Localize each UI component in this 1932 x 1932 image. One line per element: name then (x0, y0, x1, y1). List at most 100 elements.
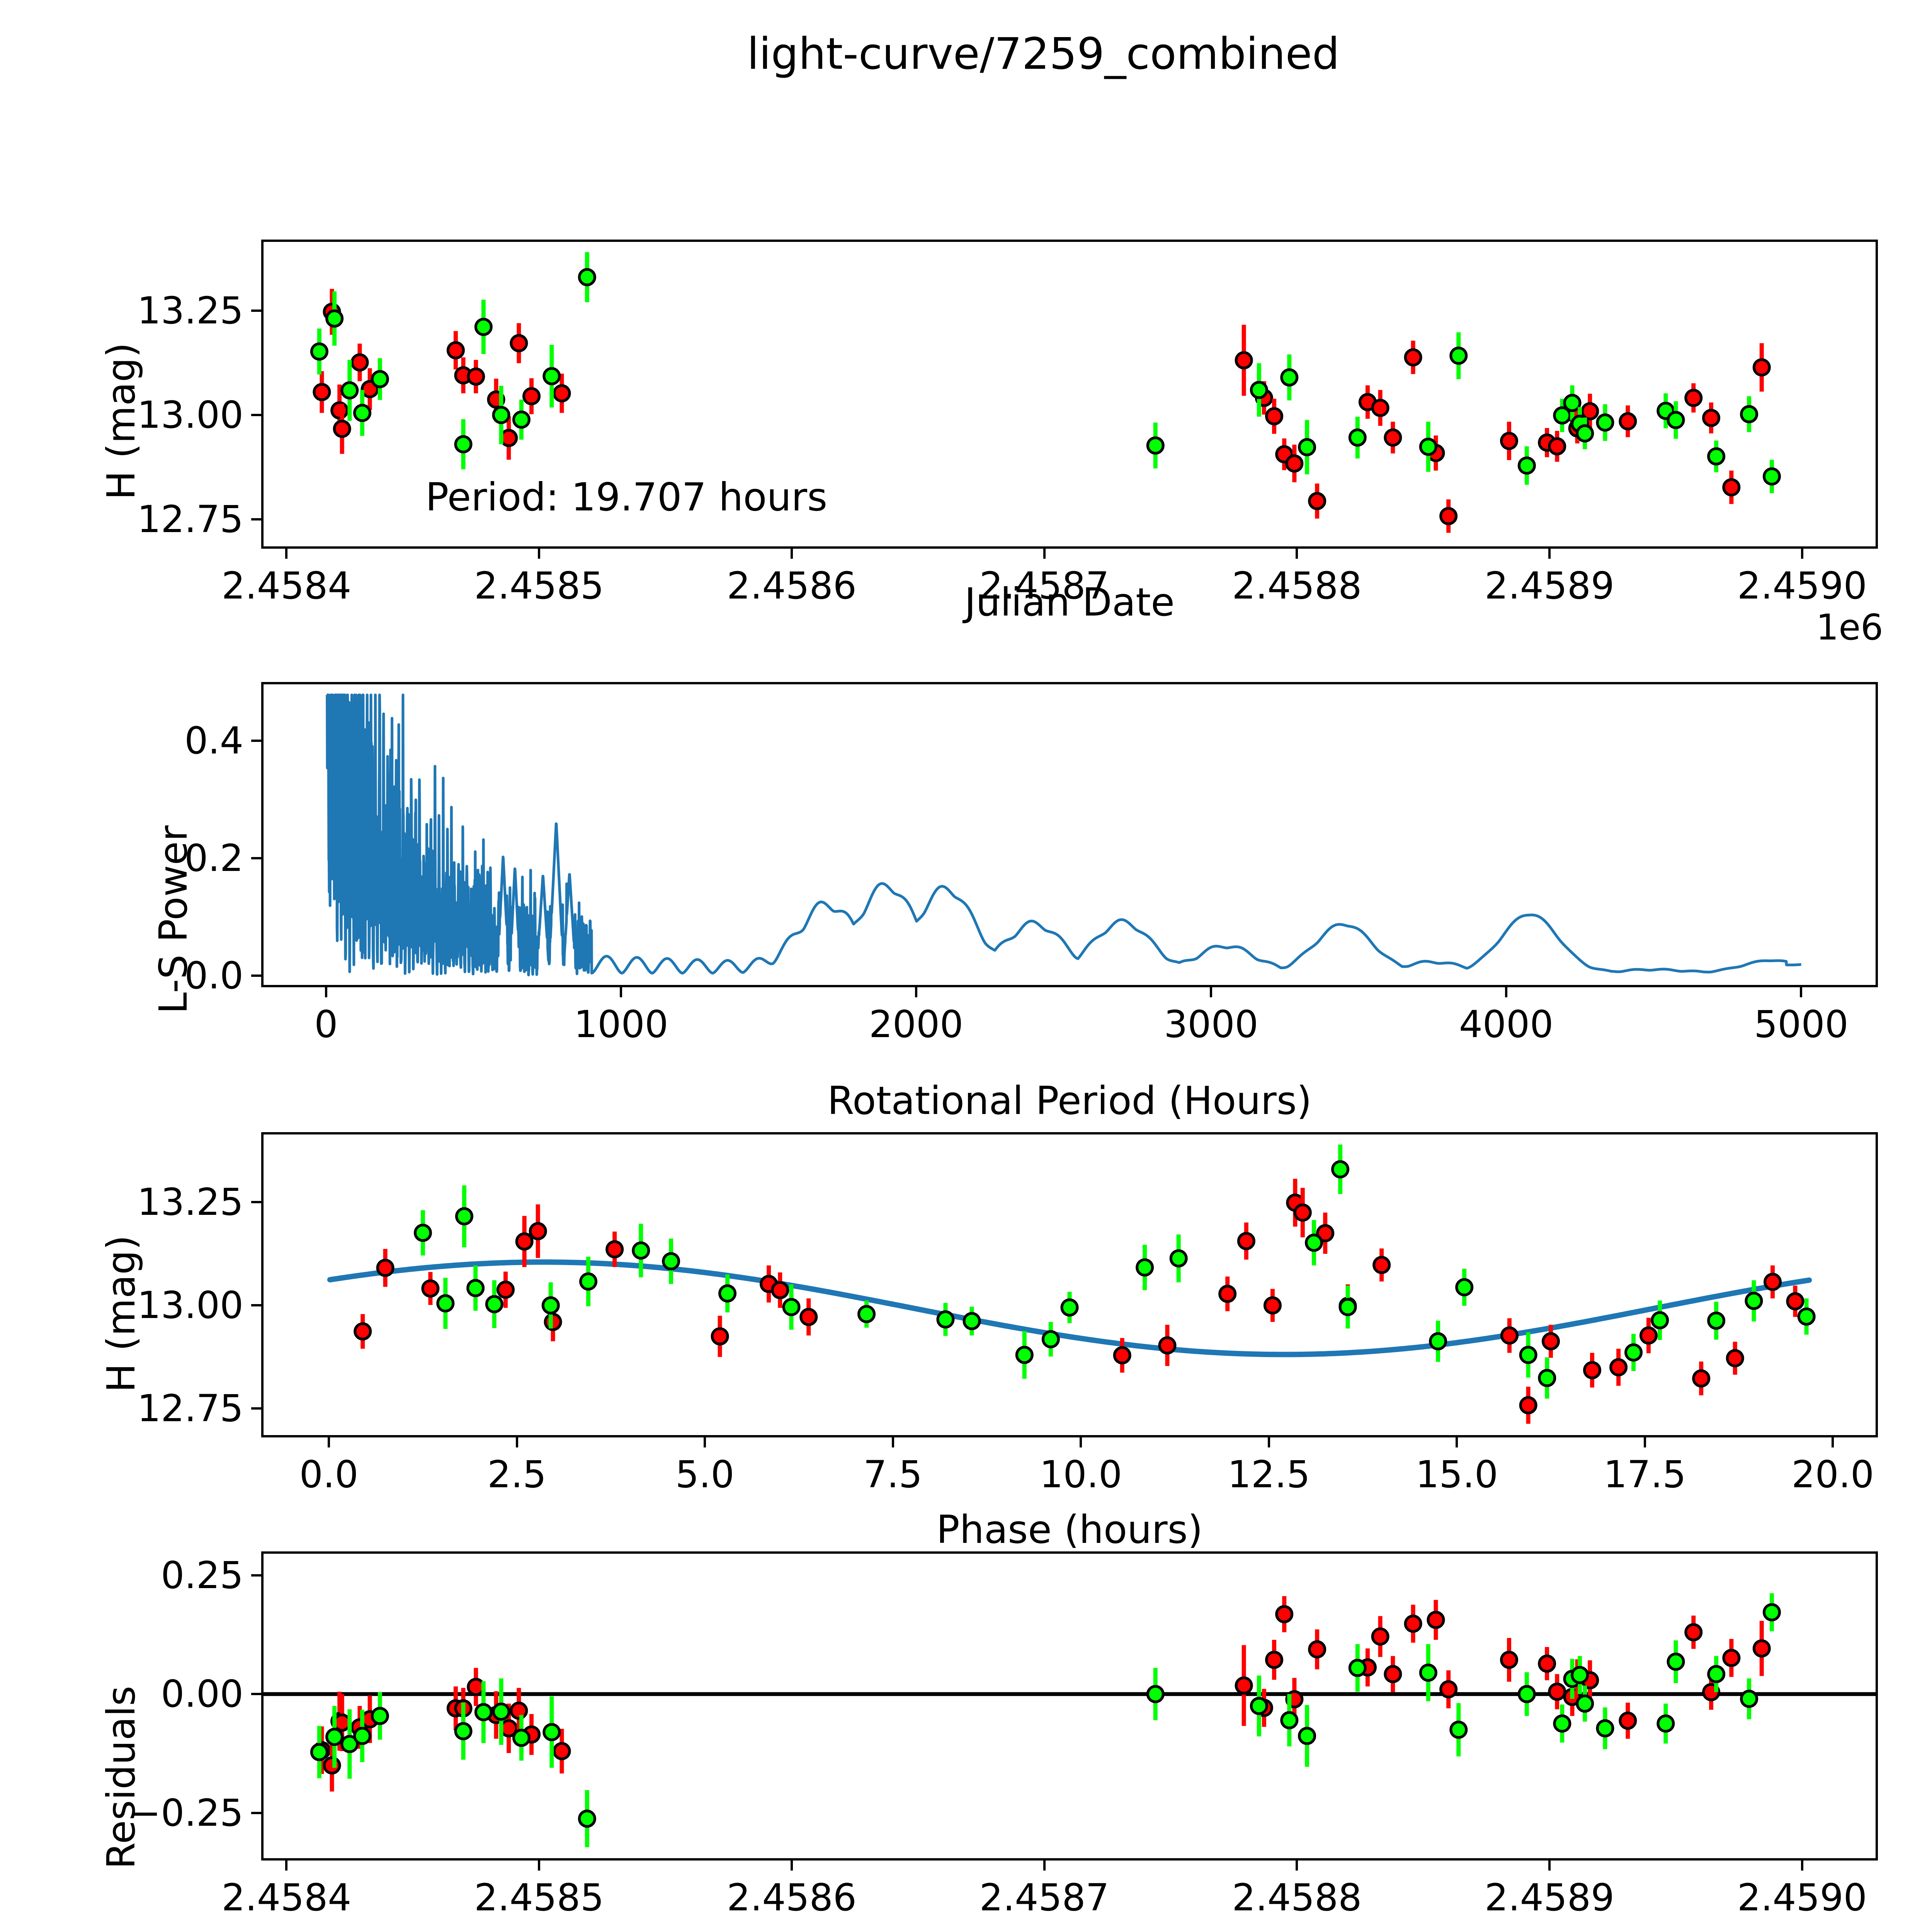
data-point (1235, 1676, 1253, 1695)
data-point (1293, 1203, 1312, 1222)
data-point (1439, 507, 1458, 526)
data-point (1581, 402, 1599, 420)
x-tick-label: 4000 (1459, 1003, 1554, 1046)
data-point (1419, 437, 1437, 456)
y-tick-label: 0.4 (184, 719, 243, 762)
data-point (1667, 1653, 1685, 1671)
data-point (1596, 413, 1614, 432)
x-tick-label: 2.4590 (1737, 564, 1867, 607)
panel-light-curve (261, 240, 1878, 549)
x-tick-label: 1000 (574, 1003, 668, 1046)
figure-title: light-curve/7259_combined (747, 29, 1340, 79)
y-axis-label: H (mag) (99, 1235, 144, 1393)
data-point (543, 1723, 561, 1742)
x-axis-offset-label: 1e6 (1816, 607, 1883, 648)
series-green (310, 1593, 1781, 1847)
data-point (1619, 412, 1637, 430)
data-point (1348, 428, 1367, 447)
data-point (467, 1678, 485, 1696)
data-point (522, 387, 541, 405)
x-tick-mark (1800, 987, 1803, 997)
data-point (578, 1810, 596, 1828)
x-tick-label: 2.4586 (726, 1876, 857, 1919)
data-point (1427, 1611, 1445, 1629)
x-tick-label: 10.0 (1039, 1453, 1122, 1496)
data-point (963, 1312, 981, 1330)
x-tick-label: 2.4589 (1485, 564, 1615, 607)
data-point (1404, 348, 1422, 367)
plot-content-light-curve (310, 252, 1781, 533)
data-point (500, 429, 518, 447)
data-point (350, 353, 369, 372)
data-point (1041, 1330, 1060, 1349)
data-point (1250, 381, 1268, 399)
data-point (446, 341, 465, 359)
data-point (1752, 1639, 1771, 1658)
x-tick-mark (538, 549, 541, 559)
data-point (1624, 1343, 1643, 1362)
y-tick-mark (251, 1574, 261, 1577)
x-tick-mark (790, 1861, 793, 1871)
data-point (333, 1713, 351, 1732)
data-point (1218, 1284, 1237, 1303)
data-point (1250, 1697, 1268, 1715)
panel-periodogram (261, 682, 1878, 987)
data-point (1015, 1345, 1034, 1364)
data-point (1692, 1369, 1711, 1388)
data-point (413, 1223, 432, 1242)
data-point (467, 367, 485, 386)
data-point (543, 367, 561, 386)
axes-frame-phase-folded (261, 1132, 1878, 1437)
data-point (1740, 1690, 1759, 1708)
data-point (496, 1281, 515, 1299)
y-tick-mark (251, 1811, 261, 1814)
data-point (1517, 456, 1536, 475)
y-axis-label: Residuals (99, 1685, 144, 1869)
x-tick-mark (1267, 1437, 1270, 1447)
data-point (1519, 1345, 1537, 1364)
data-point (1583, 1361, 1602, 1379)
y-tick-mark (251, 857, 261, 859)
data-point (371, 1707, 389, 1725)
x-axis-label: Phase (hours) (936, 1507, 1203, 1552)
x-tick-mark (1296, 549, 1298, 559)
data-point (436, 1294, 455, 1313)
x-tick-mark (328, 1437, 330, 1447)
data-point (1308, 1640, 1327, 1659)
x-tick-mark (515, 1437, 518, 1447)
data-point (1576, 1694, 1594, 1713)
x-tick-mark (1548, 1861, 1551, 1871)
data-point (454, 435, 473, 454)
x-tick-mark (620, 987, 622, 997)
y-tick-label: 12.75 (137, 1387, 243, 1430)
x-tick-label: 2.4584 (221, 564, 352, 607)
data-point (1285, 454, 1304, 473)
x-tick-mark (1801, 549, 1803, 559)
data-point (1304, 1233, 1323, 1252)
period-annotation: Period: 19.707 hours (425, 474, 828, 520)
data-point (1263, 1296, 1282, 1315)
data-point (1609, 1358, 1628, 1377)
plot-content-periodogram (325, 693, 1803, 976)
x-tick-label: 0 (314, 1003, 338, 1046)
x-tick-mark (891, 1437, 894, 1447)
x-tick-mark (1505, 987, 1507, 997)
data-point (325, 1728, 344, 1746)
x-tick-mark (1643, 1437, 1646, 1447)
data-point (455, 1207, 473, 1226)
data-point (310, 342, 328, 361)
panel-residuals (261, 1551, 1878, 1861)
x-tick-label: 12.5 (1227, 1453, 1310, 1496)
y-tick-label: 0.2 (184, 836, 243, 880)
data-point (1707, 1665, 1726, 1684)
data-point (1146, 1685, 1165, 1703)
data-point (1517, 1685, 1536, 1703)
data-point (782, 1298, 801, 1316)
data-point (474, 1703, 493, 1721)
x-tick-label: 3000 (1164, 1003, 1259, 1046)
data-point (662, 1252, 680, 1270)
data-point (857, 1305, 876, 1323)
data-point (353, 1727, 371, 1745)
x-tick-label: 17.5 (1603, 1453, 1686, 1496)
y-tick-mark (251, 414, 261, 417)
